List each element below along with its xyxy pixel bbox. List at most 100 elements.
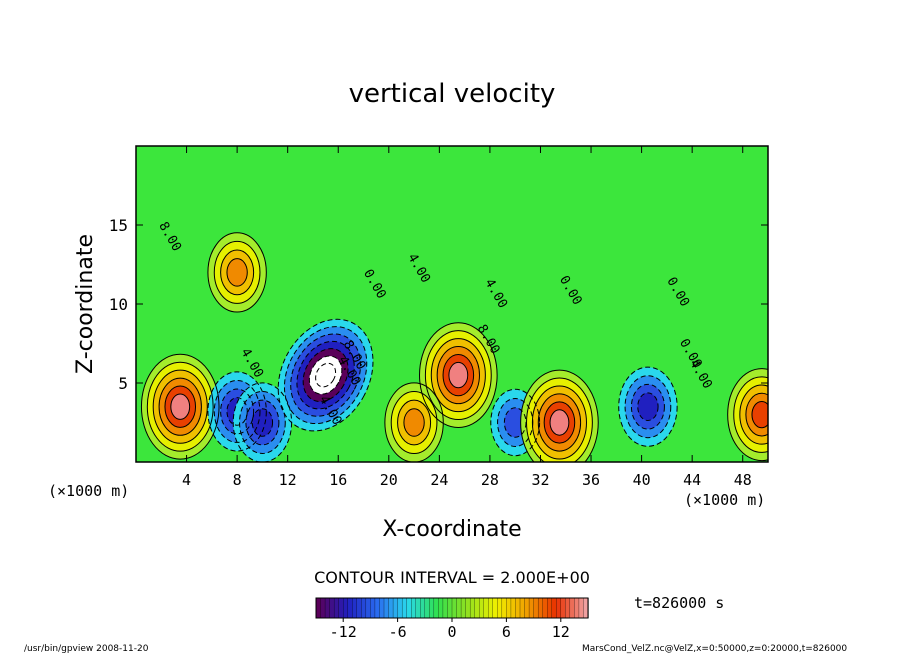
y-tick-label: 10 [109, 295, 128, 314]
colorbar-segment [569, 597, 576, 619]
x-unit-right: (×1000 m) [684, 491, 765, 509]
contour-line [490, 388, 541, 457]
x-tick-label: 36 [582, 471, 600, 489]
colorbar-segment [438, 597, 444, 619]
contour-line [140, 353, 220, 460]
field-level [252, 408, 273, 437]
contour-line [526, 377, 593, 462]
colorbar-tick-label: 0 [447, 623, 456, 641]
contour-line [442, 353, 475, 397]
colorbar-segment [324, 597, 331, 619]
x-axis-ticks: 4 8 12 16 20 24 28 32 36 40 44 48 [182, 146, 752, 489]
colorbar-segment [365, 597, 372, 619]
x-tick-label: 28 [481, 471, 499, 489]
contour-line [618, 366, 678, 447]
contour-interval-label: CONTOUR INTERVAL = 2.000E+00 [314, 568, 590, 587]
colorbar-segment [374, 597, 381, 619]
colorbar-segment [338, 597, 344, 619]
colorbar-segment [451, 597, 458, 619]
x-tick-label: 12 [279, 471, 297, 489]
y-tick-label: 15 [109, 216, 128, 235]
x-tick-label: 40 [633, 471, 651, 489]
contour-line [290, 333, 362, 417]
colorbar-segment [397, 597, 403, 619]
x-tick-label: 20 [380, 471, 398, 489]
contour-line [158, 377, 202, 436]
colorbar-segment [483, 597, 489, 619]
colorbar-segment [515, 597, 521, 619]
colorbar-tick-label: 6 [502, 623, 511, 641]
colorbar-segment [347, 597, 353, 619]
colorbar-segment [479, 597, 485, 619]
colorbar-segment [429, 597, 435, 619]
colorbar-segment [556, 597, 562, 619]
colorbar-tick-label: -6 [389, 623, 407, 641]
field-level [403, 408, 425, 437]
colorbar-segment [497, 597, 503, 619]
colorbar-segment [411, 597, 417, 619]
x-tick-label: 16 [329, 471, 347, 489]
contour-line [220, 388, 255, 435]
field-level [637, 392, 659, 421]
colorbar [315, 597, 589, 619]
colorbar-segment [447, 597, 453, 619]
y-axis-label: Z-coordinate [73, 234, 98, 374]
contour-line [751, 400, 768, 429]
colorbar-segment [574, 597, 580, 619]
colorbar-segment [528, 597, 535, 619]
colorbar-segment [469, 597, 476, 619]
contour-line [283, 326, 368, 425]
contour-line [537, 393, 582, 452]
contour-line [245, 399, 280, 446]
colorbar-ticks: -12 -6 0 6 12 [330, 618, 570, 641]
x-tick-label: 8 [233, 471, 242, 489]
contour-line [436, 346, 480, 405]
contour-line [277, 318, 374, 432]
x-tick-label: 32 [531, 471, 549, 489]
x-tick-label: 4 [182, 471, 191, 489]
field-level [226, 258, 248, 287]
colorbar-segment [433, 597, 440, 619]
colorbar-segment [315, 597, 322, 619]
contour-line [424, 330, 492, 421]
colorbar-segment [501, 597, 508, 619]
colorbar-segment [547, 597, 553, 619]
contour-line [170, 393, 191, 420]
colorbar-segment [388, 597, 394, 619]
colorbar-segment [551, 597, 557, 619]
colorbar-segment [356, 597, 362, 619]
x-tick-label: 24 [430, 471, 448, 489]
contour-line [207, 371, 267, 452]
colorbar-segment [492, 597, 498, 619]
colorbar-segment [578, 597, 585, 619]
footer-left: /usr/bin/gpview 2008-11-20 [24, 644, 149, 654]
contour-line [739, 384, 768, 445]
colorbar-segment [383, 597, 390, 619]
colorbar-segment [460, 597, 467, 619]
colorbar-segment [320, 597, 326, 619]
colorbar-tick-label: 12 [552, 623, 570, 641]
contour-line [251, 408, 274, 437]
contour-line [745, 392, 768, 437]
contour-line [308, 355, 343, 395]
contour-line [430, 338, 486, 413]
field-level [751, 401, 768, 428]
field-level [315, 363, 336, 387]
contour-line [727, 368, 768, 462]
colorbar-segment [420, 597, 426, 619]
colorbar-segment [456, 597, 462, 619]
contour-line [531, 385, 587, 460]
field-level [170, 393, 190, 420]
colorbar-segment [361, 597, 367, 619]
colorbar-segment [524, 597, 530, 619]
colorbar-segment [392, 597, 399, 619]
colorbar-segment [442, 597, 449, 619]
colorbar-segment [329, 597, 335, 619]
contour-lines [140, 232, 768, 462]
field-feature [727, 368, 768, 461]
field-level [448, 362, 468, 388]
contour-line [315, 362, 337, 388]
contour-line [637, 392, 659, 421]
contour-line [397, 399, 432, 446]
